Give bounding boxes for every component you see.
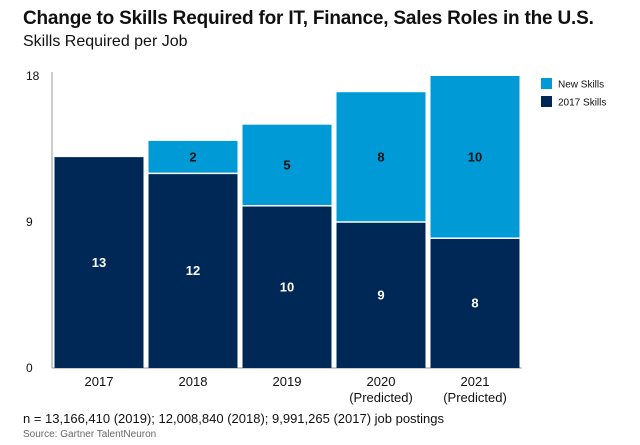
x-tick-label: 2018 — [179, 374, 208, 389]
data-label: 10 — [468, 150, 482, 165]
y-tick-label: 0 — [26, 361, 33, 375]
x-tick-label-line: 2017 — [85, 374, 114, 389]
x-tick-label: 2021 (Predicted) — [443, 374, 507, 405]
bar-new-skills — [430, 76, 520, 239]
data-label: 13 — [92, 255, 106, 270]
bar-new-skills — [242, 124, 332, 206]
y-tick-label: 9 — [26, 215, 33, 229]
footnote: n = 13,166,410 (2019); 12,008,840 (2018)… — [23, 411, 445, 426]
data-label: 10 — [280, 279, 294, 294]
data-label: 2 — [189, 150, 196, 165]
x-tick-label-line: 2018 — [179, 374, 208, 389]
x-tick-label: 2019 — [273, 374, 302, 389]
bar-base-skills — [430, 238, 520, 368]
chart-subtitle: Skills Required per Job — [23, 33, 188, 50]
x-tick-label: 2020 (Predicted) — [349, 374, 413, 405]
x-tick-label: 2017 — [85, 374, 114, 389]
bar-base-skills — [336, 222, 426, 368]
legend-swatch — [541, 78, 552, 89]
data-label: 5 — [283, 158, 290, 173]
x-tick-label-line: 2021 — [461, 374, 490, 389]
bar-base-skills — [148, 173, 238, 368]
data-label: 9 — [377, 288, 384, 303]
bar-base-skills — [54, 157, 144, 368]
bar-new-skills — [336, 92, 426, 222]
data-label: 8 — [377, 150, 384, 165]
x-tick-label-line: 2020 — [367, 374, 396, 389]
y-tick-label: 18 — [26, 69, 40, 83]
data-label: 12 — [186, 263, 200, 278]
x-tick-label-line: (Predicted) — [349, 390, 413, 405]
bar-new-skills — [148, 140, 238, 174]
x-tick-label-line: (Predicted) — [443, 390, 507, 405]
legend-label: 2017 Skills — [558, 98, 606, 109]
legend-swatch — [541, 96, 552, 107]
chart-title: Change to Skills Required for IT, Financ… — [23, 8, 594, 29]
bar-base-skills — [242, 205, 332, 368]
x-tick-label-line: 2019 — [273, 374, 302, 389]
legend-label: New Skills — [558, 80, 604, 91]
data-label: 8 — [471, 296, 478, 311]
source-note: Source: Gartner TalentNeuron — [23, 429, 157, 440]
